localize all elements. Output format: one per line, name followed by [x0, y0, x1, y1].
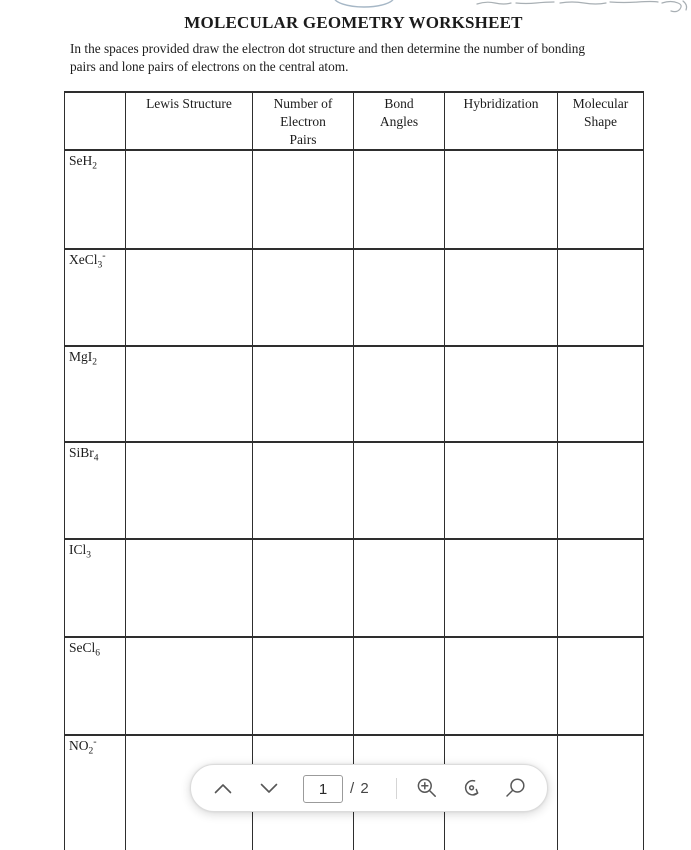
answer-cell: [557, 149, 644, 250]
answer-cell: [444, 345, 558, 443]
answer-cell: [125, 538, 253, 638]
answer-cell: [353, 345, 445, 443]
rotate-button[interactable]: [456, 765, 488, 811]
row-label-cell: XeCl3-: [64, 248, 126, 347]
answer-cell: [557, 538, 644, 638]
answer-cell: [353, 538, 445, 638]
answer-cell: [353, 248, 445, 347]
search-icon: [506, 778, 525, 797]
answer-cell: [252, 636, 354, 736]
instructions-line: pairs and lone pairs of electrons on the…: [70, 59, 349, 74]
header-line: Bond: [384, 96, 414, 111]
instructions-text: In the spaces provided draw the electron…: [70, 40, 645, 76]
page-number-input[interactable]: [303, 775, 343, 803]
header-line: Number of: [273, 96, 333, 111]
answer-cell: [252, 248, 354, 347]
instructions-line: In the spaces provided draw the electron…: [70, 41, 586, 56]
answer-cell: [557, 345, 644, 443]
header-cell: Bond Angles: [353, 91, 445, 151]
row-label-cell: MgI2: [64, 345, 126, 443]
header-cell: Number of Electron Pairs: [252, 91, 354, 151]
answer-cell: [252, 345, 354, 443]
header-line: Hybridization: [463, 96, 539, 111]
answer-cell: [444, 538, 558, 638]
answer-cell: [444, 441, 558, 540]
row-label-cell: SiBr4: [64, 441, 126, 540]
answer-cell: [353, 149, 445, 250]
answer-cell: [353, 636, 445, 736]
table-row: ICl3: [64, 538, 644, 638]
search-button[interactable]: [499, 765, 531, 811]
row-label-cell: NO2-: [64, 734, 126, 850]
rotate-icon: [464, 779, 479, 796]
answer-cell: [252, 441, 354, 540]
table-row: SiBr4: [64, 441, 644, 540]
table-row: XeCl3-: [64, 248, 644, 347]
answer-cell: [444, 149, 558, 250]
answer-cell: [125, 345, 253, 443]
header-line: Shape: [584, 114, 617, 129]
zoom-in-icon: [417, 778, 436, 797]
page-title: MOLECULAR GEOMETRY WORKSHEET: [184, 13, 523, 32]
answer-cell: [353, 441, 445, 540]
table-row: MgI2: [64, 345, 644, 443]
answer-cell: [557, 734, 644, 850]
answer-cell: [125, 636, 253, 736]
answer-cell: [125, 149, 253, 250]
header-cell: Hybridization: [444, 91, 558, 151]
answer-cell: [252, 538, 354, 638]
zoom-in-button[interactable]: [411, 765, 443, 811]
answer-cell: [557, 441, 644, 540]
header-cell: [64, 91, 126, 151]
previous-page-button[interactable]: [207, 765, 239, 811]
answer-cell: [125, 441, 253, 540]
row-label-cell: SeCl6: [64, 636, 126, 736]
table-row: SeCl6: [64, 636, 644, 736]
answer-cell: [557, 248, 644, 347]
header-line: Angles: [379, 114, 419, 129]
answer-cell: [444, 248, 558, 347]
answer-cell: [252, 149, 354, 250]
table-row: SeH2: [64, 149, 644, 250]
header-line: Electron: [280, 114, 326, 129]
pdf-viewer-page: { "document": { "title": "MOLECULAR GEOM…: [64, 0, 688, 850]
row-label-cell: SeH2: [64, 149, 126, 250]
ellipse-annotation: [334, 0, 394, 8]
header-cell: Molecular Shape: [557, 91, 644, 151]
header-line: Pairs: [289, 132, 317, 147]
answer-cell: [557, 636, 644, 736]
header-line: Molecular: [572, 96, 629, 111]
row-label-cell: ICl3: [64, 538, 126, 638]
answer-cell: [125, 248, 253, 347]
page-total-label: / 2: [350, 779, 370, 797]
pdf-toolbar: / 2: [190, 764, 548, 812]
toolbar-divider: [396, 778, 397, 799]
chevron-down-icon: [260, 783, 278, 793]
worksheet-table: Lewis Structure Number of Electron Pairs Bon…: [64, 91, 644, 850]
chevron-up-icon: [214, 783, 232, 793]
header-cell: Lewis Structure: [125, 91, 253, 151]
next-page-button[interactable]: [253, 765, 285, 811]
header-line: Lewis Structure: [146, 96, 232, 111]
answer-cell: [444, 636, 558, 736]
